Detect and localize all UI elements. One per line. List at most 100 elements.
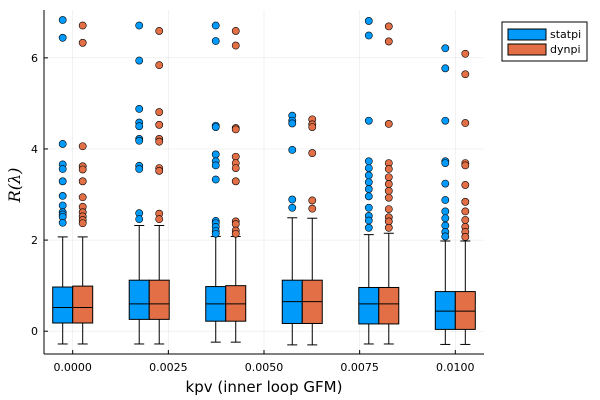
box-dynpi-4 — [378, 286, 400, 325]
outlier-statpi-4-3 — [364, 157, 373, 166]
outlier-dynpi-0-2 — [78, 142, 87, 151]
outlier-dynpi-5-1 — [461, 70, 470, 79]
outlier-dynpi-5-5 — [461, 181, 470, 189]
y-tick-label-1: 2 — [31, 234, 38, 247]
outlier-dynpi-4-5 — [384, 173, 393, 182]
outlier-statpi-1-6 — [135, 136, 144, 145]
outlier-dynpi-2-6 — [231, 164, 240, 173]
outlier-dynpi-3-5 — [308, 204, 317, 213]
outlier-statpi-2-0 — [211, 21, 220, 30]
outlier-statpi-3-5 — [288, 203, 297, 212]
outlier-dynpi-0-4 — [78, 165, 87, 174]
outlier-dynpi-4-1 — [384, 37, 393, 46]
outlier-dynpi-4-8 — [384, 193, 393, 202]
tick-labels: 0.0000 0.0025 0.0050 0.0075 0.0100 0 2 4 6 — [31, 52, 475, 374]
x-tick-label-3: 0.0075 — [340, 361, 379, 374]
outlier-statpi-4-11 — [364, 216, 373, 225]
outlier-statpi-0-4 — [58, 165, 67, 173]
outlier-dynpi-0-0 — [78, 21, 87, 30]
outlier-statpi-3-4 — [288, 195, 297, 204]
grid — [44, 10, 484, 354]
outlier-statpi-1-0 — [135, 21, 144, 30]
outlier-dynpi-4-6 — [384, 180, 393, 188]
legend-label-dynpi: dynpi — [550, 43, 581, 56]
outlier-statpi-0-11 — [58, 218, 67, 227]
box-dynpi-1 — [148, 279, 170, 320]
outlier-dynpi-2-7 — [231, 177, 240, 186]
outlier-statpi-5-0 — [441, 44, 450, 53]
outlier-dynpi-2-1 — [231, 41, 240, 50]
outlier-dynpi-5-4 — [461, 161, 470, 170]
boxes — [52, 16, 476, 346]
outlier-dynpi-5-2 — [461, 119, 470, 127]
outlier-statpi-0-6 — [58, 191, 67, 200]
outlier-dynpi-1-1 — [155, 61, 164, 70]
outlier-dynpi-2-0 — [231, 27, 240, 35]
outlier-dynpi-5-8 — [461, 216, 470, 224]
outlier-statpi-5-1 — [441, 64, 450, 73]
outlier-statpi-4-5 — [364, 171, 373, 180]
outlier-dynpi-5-7 — [461, 207, 470, 216]
box-dynpi-5 — [454, 291, 476, 330]
outlier-dynpi-5-6 — [461, 197, 470, 206]
y-tick-label-2: 4 — [31, 143, 38, 156]
outlier-dynpi-4-0 — [384, 22, 393, 31]
y-tick-label-0: 0 — [31, 325, 38, 338]
outlier-statpi-3-2 — [288, 119, 297, 128]
outlier-statpi-4-7 — [364, 185, 373, 193]
axes — [43, 10, 484, 355]
outlier-statpi-4-8 — [364, 192, 373, 201]
outlier-statpi-0-2 — [58, 140, 67, 148]
outlier-dynpi-5-0 — [461, 49, 470, 58]
outlier-statpi-0-1 — [58, 33, 67, 42]
outlier-statpi-5-5 — [441, 179, 450, 188]
x-tick-label-2: 0.0050 — [245, 361, 284, 374]
outlier-statpi-2-6 — [211, 161, 220, 170]
x-tick-label-1: 0.0025 — [149, 361, 188, 374]
box-statpi-5 — [434, 291, 456, 330]
outlier-statpi-5-2 — [441, 116, 450, 125]
outlier-dynpi-2-11 — [231, 229, 240, 238]
outlier-dynpi-0-11 — [78, 219, 87, 228]
outlier-dynpi-1-3 — [155, 120, 164, 129]
box-statpi-0 — [52, 286, 74, 324]
outlier-dynpi-5-11 — [461, 233, 470, 241]
outlier-statpi-4-4 — [364, 164, 373, 173]
outlier-dynpi-1-7 — [155, 166, 164, 175]
outlier-dynpi-4-4 — [384, 165, 393, 173]
outlier-statpi-1-8 — [135, 165, 144, 173]
outlier-statpi-2-7 — [211, 175, 220, 184]
outlier-statpi-5-7 — [441, 207, 450, 216]
outlier-statpi-0-0 — [58, 16, 67, 24]
outlier-dynpi-4-7 — [384, 186, 393, 195]
outlier-statpi-1-1 — [135, 56, 144, 65]
outlier-dynpi-3-4 — [308, 196, 317, 205]
box-dynpi-0 — [72, 285, 94, 324]
outlier-statpi-2-1 — [211, 37, 220, 45]
x-tick-label-0: 0.0000 — [53, 361, 92, 374]
legend-swatch-dynpi — [507, 43, 547, 56]
outlier-dynpi-0-5 — [78, 177, 87, 186]
outlier-dynpi-1-9 — [155, 215, 164, 224]
outlier-statpi-4-6 — [364, 178, 373, 187]
legend-label-statpi: statpi — [550, 28, 581, 41]
outlier-statpi-4-0 — [364, 17, 373, 25]
outlier-statpi-2-3 — [211, 123, 220, 131]
outlier-statpi-0-7 — [58, 201, 67, 210]
outlier-dynpi-4-9 — [384, 205, 393, 214]
outlier-dynpi-1-2 — [155, 108, 164, 116]
outlier-statpi-5-4 — [441, 159, 450, 167]
legend: statpi dynpi — [501, 21, 588, 62]
outlier-dynpi-4-12 — [384, 223, 393, 232]
outlier-dynpi-3-3 — [308, 149, 317, 157]
outlier-statpi-5-11 — [441, 232, 450, 241]
box-statpi-4 — [358, 286, 380, 325]
outlier-dynpi-1-5 — [155, 137, 164, 146]
outlier-statpi-4-1 — [364, 31, 373, 40]
outlier-dynpi-3-2 — [308, 123, 317, 131]
outlier-statpi-2-4 — [211, 150, 220, 159]
outlier-statpi-1-4 — [135, 122, 144, 131]
y-tick-label-3: 6 — [31, 52, 38, 65]
